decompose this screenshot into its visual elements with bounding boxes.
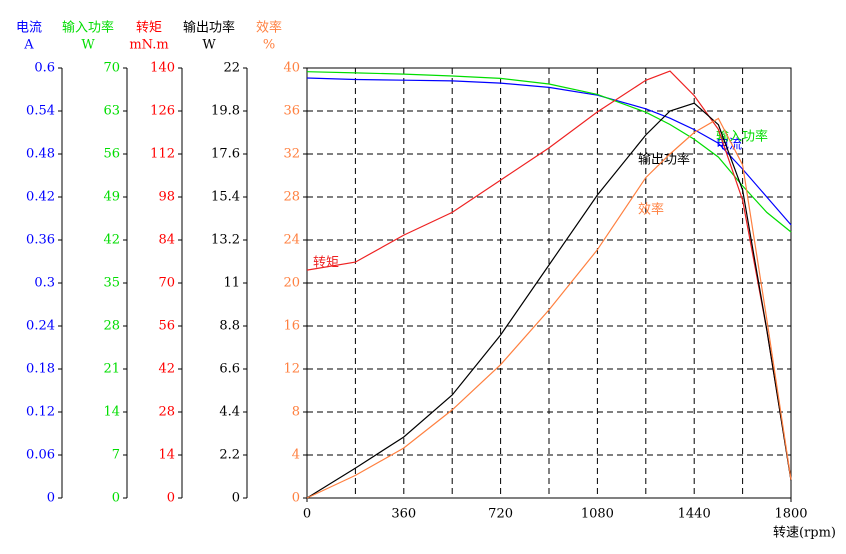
y-tick-label: 112 [150, 147, 175, 162]
series-line [306, 117, 792, 499]
y-tick-label: 36 [283, 104, 300, 119]
y-tick-label: 0.42 [26, 190, 55, 205]
axis-name: 电流 [16, 21, 42, 36]
y-tick-label: 22 [223, 61, 240, 76]
y-tick-label: 35 [103, 276, 120, 291]
y-tick-label: 8 [292, 405, 300, 420]
y-tick-label: 126 [150, 104, 175, 119]
series-line [306, 70, 792, 480]
x-tick-label: 360 [391, 507, 416, 522]
y-tick-label: 7 [112, 448, 120, 463]
plot-border [306, 67, 792, 499]
y-tick-label: 14 [158, 448, 175, 463]
y-tick-label: 15.4 [211, 190, 240, 205]
y-tick-label: 8.8 [219, 319, 240, 334]
axis-unit: A [23, 38, 34, 53]
y-tick-label: 140 [150, 61, 175, 76]
series-line [306, 102, 792, 499]
y-tick-label: 6.6 [219, 362, 240, 377]
y-tick-label: 63 [103, 104, 120, 119]
x-tick-label: 1080 [581, 507, 614, 522]
y-tick-label: 0 [292, 491, 300, 506]
x-tick-label: 720 [488, 507, 513, 522]
y-tick-label: 14 [103, 405, 120, 420]
y-tick-label: 0 [232, 491, 240, 506]
axis-name: 输出功率 [183, 20, 235, 36]
y-tick-label: 0.48 [26, 147, 55, 162]
series-label: 输入功率 [716, 129, 768, 145]
y-tick-label: 0.12 [26, 405, 55, 420]
y-tick-label: 0 [112, 491, 120, 506]
y-tick-label: 19.8 [211, 104, 240, 119]
y-tick-label: 42 [158, 362, 175, 377]
y-tick-label: 17.6 [211, 147, 240, 162]
y-tick-label: 24 [283, 233, 300, 248]
y-tick-label: 49 [103, 190, 120, 205]
axis-unit: W [202, 38, 216, 53]
y-tick-label: 98 [158, 190, 175, 205]
y-tick-label: 56 [158, 319, 175, 334]
y-tick-label: 21 [103, 362, 120, 377]
y-tick-label: 40 [283, 61, 300, 76]
x-tick-label: 1800 [774, 507, 807, 522]
y-tick-label: 42 [103, 233, 120, 248]
y-tick-label: 20 [283, 276, 300, 291]
y-tick-label: 0.06 [26, 448, 55, 463]
y-tick-label: 28 [103, 319, 120, 334]
y-tick-label: 70 [103, 61, 120, 76]
series-label: 效率 [638, 202, 664, 218]
axis-unit: mN.m [129, 38, 168, 53]
axis-name: 输入功率 [62, 20, 114, 36]
y-tick-label: 0.3 [34, 276, 55, 291]
y-tick-label: 13.2 [211, 233, 240, 248]
y-tick-label: 28 [283, 190, 300, 205]
x-tick-label: 1440 [678, 507, 711, 522]
series-label: 转矩 [313, 256, 339, 271]
y-tick-label: 70 [158, 276, 175, 291]
axis-unit: W [81, 38, 95, 53]
x-axis-label: 转速(rpm) [773, 526, 836, 541]
series-line [306, 71, 792, 233]
y-tick-label: 2.2 [219, 448, 240, 463]
y-tick-label: 84 [158, 233, 175, 248]
y-tick-label: 32 [283, 147, 300, 162]
y-tick-label: 56 [103, 147, 120, 162]
y-tick-label: 0 [47, 491, 55, 506]
y-tick-label: 0.24 [26, 319, 55, 334]
axis-name: 转矩 [136, 21, 162, 36]
y-tick-label: 12 [283, 362, 300, 377]
y-tick-label: 28 [158, 405, 175, 420]
axis-unit: % [263, 38, 275, 53]
y-tick-label: 0.54 [26, 104, 55, 119]
y-tick-label: 0.36 [26, 233, 55, 248]
axis-name: 效率 [256, 20, 282, 36]
y-tick-label: 0.18 [26, 362, 55, 377]
y-tick-label: 4.4 [219, 405, 240, 420]
x-tick-label: 0 [303, 507, 311, 522]
y-tick-label: 0.6 [34, 61, 55, 76]
y-tick-label: 11 [223, 276, 240, 291]
series-line [306, 77, 792, 226]
y-tick-label: 16 [283, 319, 300, 334]
y-tick-label: 4 [292, 448, 300, 463]
y-tick-label: 0 [167, 491, 175, 506]
